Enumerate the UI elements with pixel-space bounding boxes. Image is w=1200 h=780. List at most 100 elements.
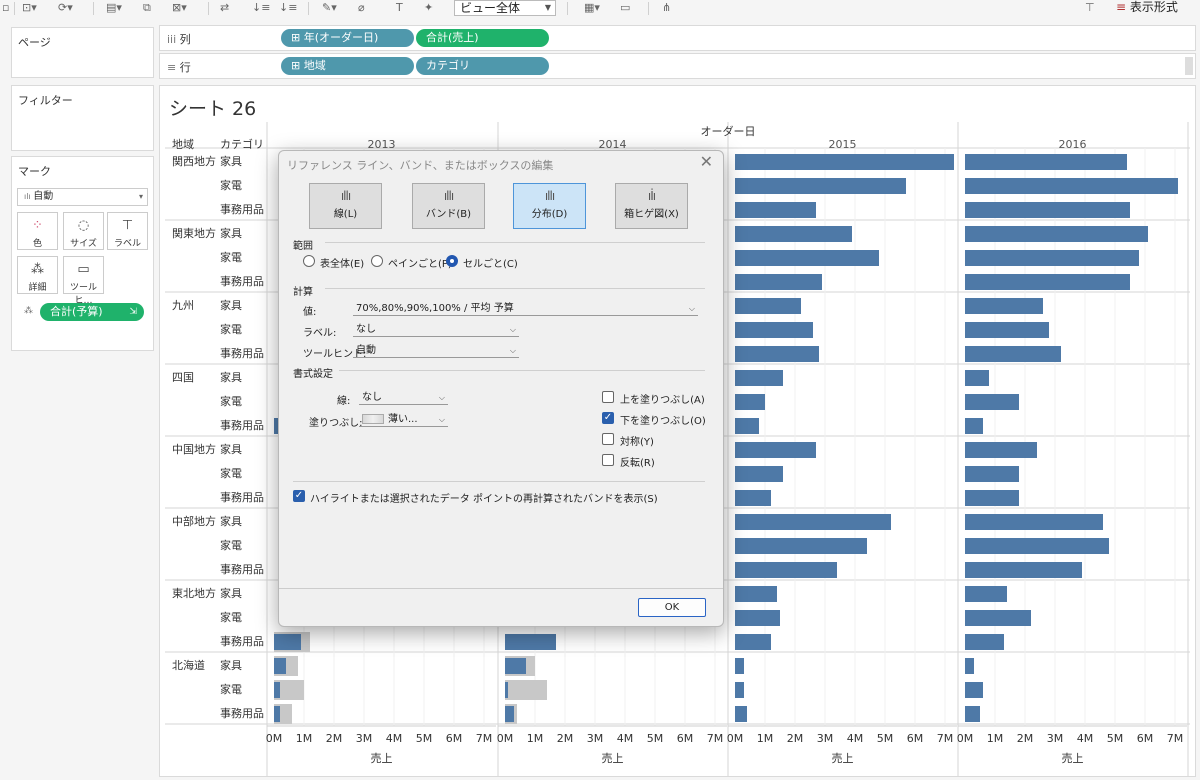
bar — [965, 706, 980, 722]
value-select[interactable]: 70%,80%,90%,100% / 平均 予算 ⌵ — [353, 302, 698, 316]
symmetric-checkbox[interactable] — [602, 433, 614, 445]
distribution-band — [274, 680, 304, 700]
bar — [965, 634, 1004, 650]
swap-icon[interactable]: ⇄ — [220, 1, 230, 14]
region-header: 地域 — [172, 138, 194, 151]
bar — [735, 682, 744, 698]
duplicate-sheet-icon[interactable]: ⧉ — [143, 1, 151, 14]
bar — [965, 250, 1139, 266]
clear-sheet-icon[interactable]: ⊠▾ — [172, 1, 187, 14]
check-icon: ✓ — [603, 412, 613, 423]
ok-button[interactable]: OK — [638, 598, 706, 617]
pin-icon[interactable]: ✦ — [424, 1, 434, 14]
bar — [965, 490, 1019, 506]
new-sheet-icon[interactable]: ▤▾ — [106, 1, 122, 14]
scope-pane-radio[interactable] — [371, 255, 383, 267]
type-line-button[interactable]: ıllı 線(L) — [309, 183, 382, 229]
fill-swatch — [362, 414, 384, 424]
columns-shelf[interactable]: iii 列 ⊞ 年(オーダー日) 合計(売上) — [159, 25, 1196, 51]
close-icon[interactable]: ✕ — [699, 152, 713, 171]
distribution-type-icon: ıllı — [544, 189, 555, 203]
rows-shelf[interactable]: ≡ 行 ⊞ 地域 カテゴリ — [159, 53, 1196, 79]
pin-format-icon[interactable]: ⊤ — [1085, 1, 1095, 14]
tooltip-button[interactable]: ▭ ツールヒ… — [63, 256, 104, 306]
scope-table-label: 表全体(E) — [320, 259, 365, 270]
label-button[interactable]: ⊤ ラベル — [107, 212, 148, 250]
columns-shelf-title: iii 列 — [167, 31, 191, 47]
bar — [735, 274, 822, 290]
color-button[interactable]: ⁘ 色 — [17, 212, 58, 250]
refresh-icon[interactable]: ⟳▾ — [58, 1, 73, 14]
show-format-button[interactable]: ≡ 表示形式 — [1116, 0, 1178, 15]
type-band-button[interactable]: ıllı バンド(B) — [412, 183, 485, 229]
chevron-down-icon: ▾ — [138, 192, 143, 201]
text-label-icon[interactable]: T — [396, 1, 403, 14]
sort-desc-icon[interactable]: ↓≡ — [279, 1, 298, 14]
sum-sales-pill[interactable]: 合計(売上) — [416, 29, 549, 47]
category-pill[interactable]: カテゴリ — [416, 57, 549, 75]
marks-budget-pill[interactable]: 合計(予算) ⇲ — [40, 303, 144, 321]
bar — [965, 178, 1178, 194]
sort-asc-icon[interactable]: ↓≡ — [252, 1, 271, 14]
new-datasource-icon[interactable]: ⊡▾ — [22, 1, 37, 14]
sheet-title: シート 26 — [169, 98, 257, 120]
fit-view-select[interactable]: ビュー全体 ▼ — [454, 0, 556, 16]
region-pill[interactable]: ⊞ 地域 — [281, 57, 414, 75]
category-label: 家具 — [220, 226, 242, 240]
highlight-band-checkbox[interactable]: ✓ — [293, 490, 305, 502]
bar — [735, 658, 744, 674]
scope-table-radio[interactable] — [303, 255, 315, 267]
highlight-icon[interactable]: ✎▾ — [322, 1, 337, 14]
pages-card[interactable]: ページ — [11, 27, 154, 78]
toolbar-divider — [308, 2, 309, 15]
tick-label: 5M — [1107, 732, 1124, 745]
show-labels-icon[interactable]: ▦▾ — [584, 1, 600, 14]
pill-action-icon: ⇲ — [129, 307, 137, 317]
filters-card[interactable]: フィルター — [11, 85, 154, 151]
fill-above-checkbox[interactable] — [602, 391, 614, 403]
bar — [735, 346, 819, 362]
plus-icon: ⊞ — [291, 59, 301, 72]
bar — [735, 634, 771, 650]
tick-label: 5M — [647, 732, 664, 745]
columns-icon: iii — [167, 33, 177, 46]
marks-card: マーク — [11, 156, 154, 351]
line-select[interactable]: なし ⌵ — [359, 391, 448, 405]
tick-label: 3M — [587, 732, 604, 745]
shelf-scrollbar[interactable] — [1185, 57, 1193, 75]
tick-label: 1M — [296, 732, 313, 745]
tick-label: 7M — [1167, 732, 1184, 745]
fill-select[interactable]: 薄い... ⌵ — [359, 413, 448, 427]
presentation-icon[interactable]: ▭ — [620, 1, 631, 14]
category-label: 家電 — [220, 178, 242, 192]
tooltip-label: ツールヒ… — [69, 283, 97, 306]
filters-card-title: フィルター — [18, 94, 73, 107]
year-header: 2014 — [599, 138, 627, 151]
marks-type-select[interactable]: ılı 自動 ▾ — [17, 188, 148, 206]
type-boxplot-button[interactable]: ıİı 箱ヒゲ図(X) — [615, 183, 688, 229]
region-label: 中国地方 — [172, 442, 216, 456]
fill-below-checkbox[interactable]: ✓ — [602, 412, 614, 424]
category-label: 家電 — [220, 466, 242, 480]
label-select[interactable]: なし ⌵ — [353, 323, 519, 337]
tick-label: 2M — [557, 732, 574, 745]
type-distribution-button[interactable]: ıllı 分布(D) — [513, 183, 586, 229]
line-select-value: なし — [362, 392, 382, 403]
line-field-label: 線: — [337, 396, 351, 407]
fill-below-label: 下を塗りつぶし(O) — [620, 416, 706, 427]
year-order-date-pill[interactable]: ⊞ 年(オーダー日) — [281, 29, 414, 47]
share-icon[interactable]: ⋔ — [662, 1, 672, 14]
save-icon[interactable]: ▫ — [2, 1, 10, 14]
group-icon[interactable]: ⌀ — [358, 1, 365, 14]
bar — [735, 298, 801, 314]
scope-cell-radio[interactable] — [446, 255, 458, 267]
bar — [735, 442, 816, 458]
size-button[interactable]: ◌ サイズ — [63, 212, 104, 250]
reverse-checkbox[interactable] — [602, 454, 614, 466]
bar — [965, 682, 983, 698]
region-label: 九州 — [172, 299, 194, 312]
tooltip-select[interactable]: 自動 ⌵ — [353, 344, 519, 358]
bar — [965, 586, 1007, 602]
rows-shelf-title: ≡ 行 — [167, 59, 191, 75]
detail-button[interactable]: ⁂ 詳細 — [17, 256, 58, 294]
